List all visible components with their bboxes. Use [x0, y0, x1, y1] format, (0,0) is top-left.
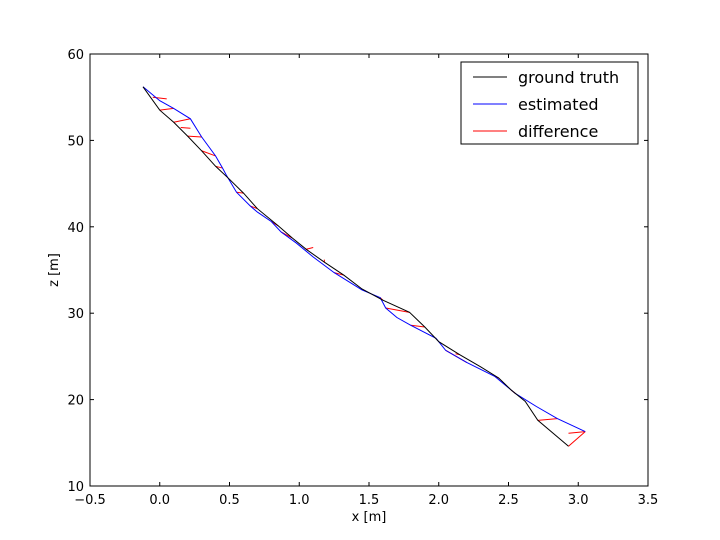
x-tick-label: 0.0 — [149, 493, 170, 508]
x-tick-label: −0.5 — [74, 493, 106, 508]
legend-label: difference — [518, 122, 598, 141]
series-layer — [142, 86, 586, 447]
difference-segment — [152, 96, 167, 100]
legend-label: estimated — [518, 95, 599, 114]
difference-segment — [568, 431, 586, 447]
difference-segment — [159, 107, 174, 111]
difference-segment — [173, 118, 191, 123]
difference-segment — [410, 324, 425, 328]
x-tick-label: 1.5 — [359, 493, 380, 508]
difference-segment — [187, 135, 202, 138]
legend-label: ground truth — [518, 68, 619, 87]
x-tick-label: 3.0 — [568, 493, 589, 508]
y-tick-label: 40 — [67, 221, 84, 236]
x-axis-label: x [m] — [352, 510, 387, 525]
y-tick-label: 30 — [67, 307, 84, 322]
difference-segment — [201, 150, 216, 157]
difference-segment — [333, 272, 345, 276]
x-tick-label: 1.0 — [289, 493, 310, 508]
difference-segment — [385, 307, 410, 313]
y-tick-label: 50 — [67, 134, 84, 149]
y-axis-label: z [m] — [47, 253, 62, 287]
axes-ticks: −0.5 0.0 0.5 1.0 1.5 2.0 2.5 3.0 3.5 10 20 30 40 50 60 — [67, 48, 658, 508]
difference-segment — [180, 126, 191, 129]
x-tick-label: 0.5 — [219, 493, 240, 508]
difference-segment — [537, 418, 558, 421]
difference-segment — [568, 431, 586, 434]
axes-frame — [89, 53, 649, 487]
x-tick-label: 2.5 — [498, 493, 519, 508]
y-tick-label: 20 — [67, 394, 84, 409]
legend: ground truth estimated difference — [460, 61, 639, 145]
x-tick-label: 2.0 — [428, 493, 449, 508]
y-tick-label: 10 — [67, 480, 84, 495]
difference-segment — [215, 165, 223, 169]
estimated-line — [142, 86, 586, 433]
ground-truth-line — [142, 86, 569, 447]
x-tick-label: 3.5 — [638, 493, 659, 508]
difference-segment — [306, 247, 314, 250]
difference-segment — [236, 191, 244, 194]
legend-box — [460, 61, 639, 145]
y-tick-label: 60 — [67, 48, 84, 63]
